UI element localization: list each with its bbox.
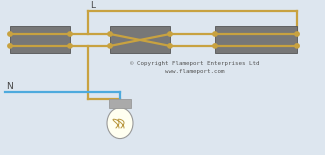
Circle shape <box>168 44 172 48</box>
FancyBboxPatch shape <box>109 99 131 108</box>
Circle shape <box>295 44 299 48</box>
Text: www.flameport.com: www.flameport.com <box>165 69 225 74</box>
Circle shape <box>68 44 72 48</box>
FancyBboxPatch shape <box>215 26 297 53</box>
Circle shape <box>68 32 72 36</box>
Circle shape <box>8 32 12 36</box>
Text: L: L <box>90 1 95 10</box>
Text: © Copyright Flameport Enterprises Ltd: © Copyright Flameport Enterprises Ltd <box>130 61 260 66</box>
Circle shape <box>108 44 112 48</box>
Ellipse shape <box>107 108 133 139</box>
Circle shape <box>8 44 12 48</box>
Circle shape <box>213 32 217 36</box>
Circle shape <box>295 32 299 36</box>
FancyBboxPatch shape <box>10 26 70 53</box>
Circle shape <box>108 32 112 36</box>
Circle shape <box>213 44 217 48</box>
Text: N: N <box>6 82 13 91</box>
Circle shape <box>168 32 172 36</box>
FancyBboxPatch shape <box>110 26 170 53</box>
